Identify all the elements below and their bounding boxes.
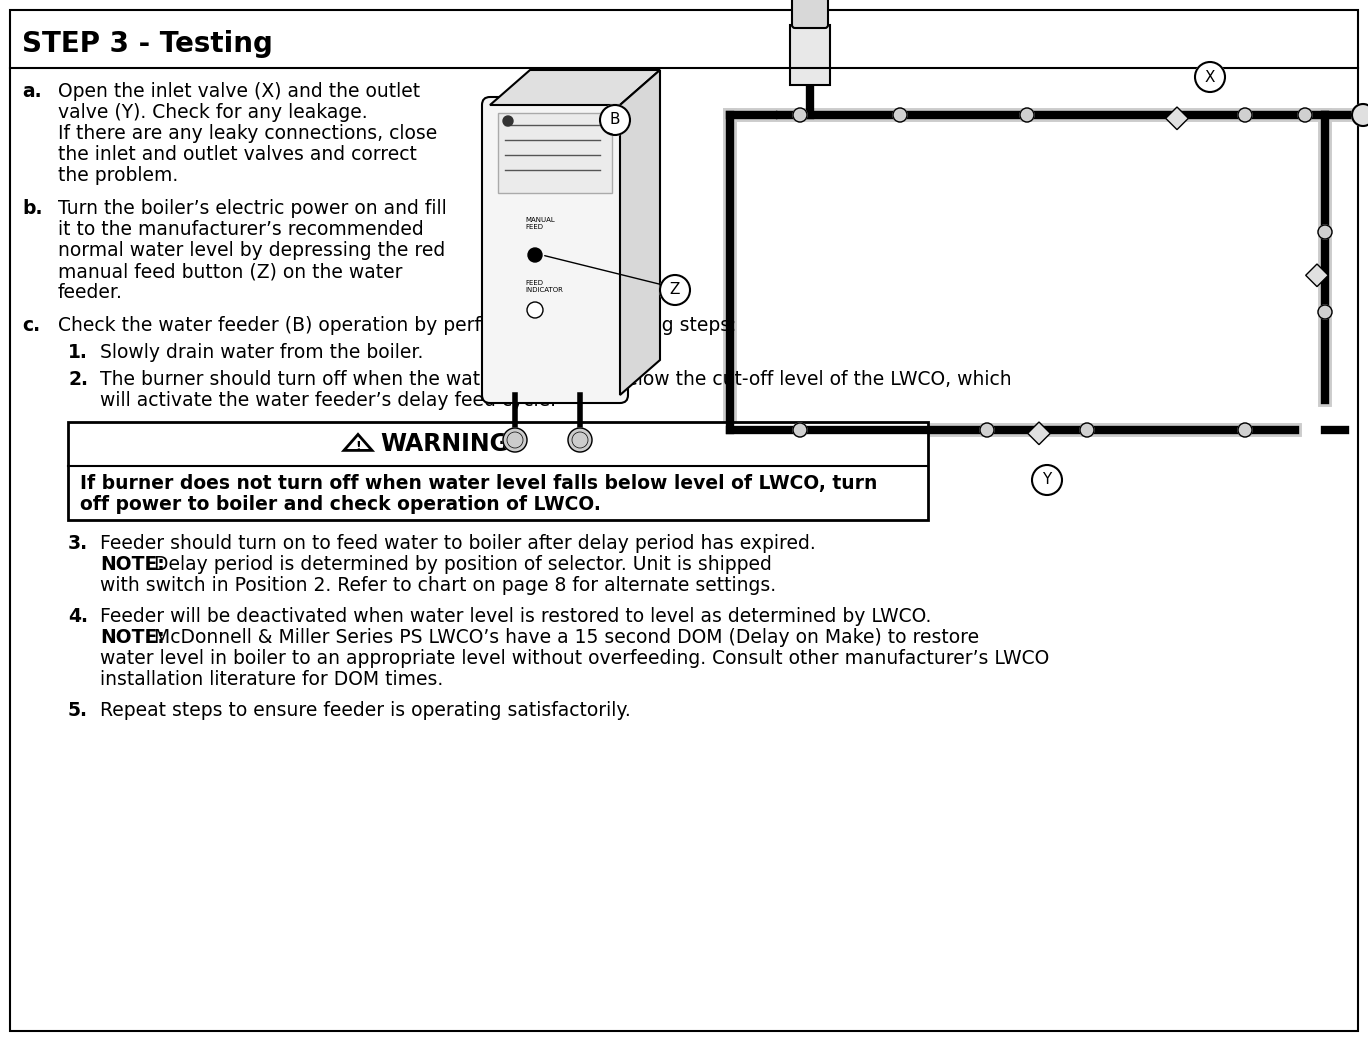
Text: Slowly drain water from the boiler.: Slowly drain water from the boiler. bbox=[100, 342, 423, 362]
Circle shape bbox=[1238, 108, 1252, 122]
Text: McDonnell & Miller Series PS LWCO’s have a 15 second DOM (Delay on Make) to rest: McDonnell & Miller Series PS LWCO’s have… bbox=[148, 628, 979, 648]
Circle shape bbox=[1079, 423, 1094, 437]
Text: Y: Y bbox=[1042, 473, 1052, 487]
Text: the problem.: the problem. bbox=[57, 166, 178, 185]
Circle shape bbox=[893, 108, 907, 122]
Circle shape bbox=[503, 428, 527, 452]
Text: Repeat steps to ensure feeder is operating satisfactorily.: Repeat steps to ensure feeder is operati… bbox=[100, 701, 631, 720]
Text: valve (Y). Check for any leakage.: valve (Y). Check for any leakage. bbox=[57, 103, 368, 122]
Text: Open the inlet valve (X) and the outlet: Open the inlet valve (X) and the outlet bbox=[57, 82, 420, 101]
Polygon shape bbox=[620, 70, 659, 395]
Text: X: X bbox=[1205, 70, 1215, 84]
Text: Z: Z bbox=[670, 282, 680, 298]
Text: a.: a. bbox=[22, 82, 41, 101]
Text: Feeder should turn on to feed water to boiler after delay period has expired.: Feeder should turn on to feed water to b… bbox=[100, 534, 815, 553]
Circle shape bbox=[528, 248, 542, 262]
Bar bbox=[68, 422, 928, 520]
Text: it to the manufacturer’s recommended: it to the manufacturer’s recommended bbox=[57, 220, 424, 239]
Text: Feeder will be deactivated when water level is restored to level as determined b: Feeder will be deactivated when water le… bbox=[100, 607, 932, 626]
Circle shape bbox=[1317, 225, 1332, 239]
Text: If burner does not turn off when water level falls below level of LWCO, turn: If burner does not turn off when water l… bbox=[79, 474, 877, 493]
Text: Delay period is determined by position of selector. Unit is shipped: Delay period is determined by position o… bbox=[148, 555, 772, 574]
Circle shape bbox=[1352, 104, 1368, 126]
Text: will activate the water feeder’s delay feed cycle.: will activate the water feeder’s delay f… bbox=[100, 391, 555, 410]
Text: !: ! bbox=[356, 439, 361, 453]
Circle shape bbox=[568, 428, 592, 452]
Circle shape bbox=[1298, 108, 1312, 122]
Circle shape bbox=[1021, 108, 1034, 122]
Text: If there are any leaky connections, close: If there are any leaky connections, clos… bbox=[57, 124, 438, 143]
Text: 5.: 5. bbox=[68, 701, 88, 720]
Circle shape bbox=[1031, 465, 1062, 496]
Polygon shape bbox=[490, 70, 659, 105]
Bar bbox=[1027, 422, 1051, 445]
Text: b.: b. bbox=[22, 199, 42, 218]
Text: NOTE:: NOTE: bbox=[100, 555, 164, 574]
Text: off power to boiler and check operation of LWCO.: off power to boiler and check operation … bbox=[79, 496, 601, 514]
Text: STEP 3 - Testing: STEP 3 - Testing bbox=[22, 30, 272, 58]
Text: c.: c. bbox=[22, 316, 40, 335]
Text: WARNING: WARNING bbox=[380, 432, 509, 456]
Circle shape bbox=[601, 105, 631, 135]
Text: 2.: 2. bbox=[68, 370, 88, 389]
Text: manual feed button (Z) on the water: manual feed button (Z) on the water bbox=[57, 262, 402, 281]
Bar bbox=[1166, 107, 1189, 130]
Circle shape bbox=[793, 108, 807, 122]
Text: water level in boiler to an appropriate level without overfeeding. Consult other: water level in boiler to an appropriate … bbox=[100, 649, 1049, 668]
Circle shape bbox=[1317, 305, 1332, 319]
Text: Turn the boiler’s electric power on and fill: Turn the boiler’s electric power on and … bbox=[57, 199, 447, 218]
Bar bbox=[498, 113, 611, 193]
Circle shape bbox=[1238, 423, 1252, 437]
Circle shape bbox=[527, 302, 543, 318]
Text: 3.: 3. bbox=[68, 534, 88, 553]
Circle shape bbox=[979, 423, 995, 437]
Text: feeder.: feeder. bbox=[57, 283, 123, 302]
Text: the inlet and outlet valves and correct: the inlet and outlet valves and correct bbox=[57, 145, 417, 164]
Text: The burner should turn off when the water level drops below the cut-off level of: The burner should turn off when the wate… bbox=[100, 370, 1011, 389]
Text: installation literature for DOM times.: installation literature for DOM times. bbox=[100, 670, 443, 689]
Text: 4.: 4. bbox=[68, 607, 88, 626]
Circle shape bbox=[793, 423, 807, 437]
Text: normal water level by depressing the red: normal water level by depressing the red bbox=[57, 242, 445, 260]
Text: Check the water feeder (B) operation by performing the following steps:: Check the water feeder (B) operation by … bbox=[57, 316, 736, 335]
Text: 1.: 1. bbox=[68, 342, 88, 362]
Text: FEED
INDICATOR: FEED INDICATOR bbox=[525, 280, 562, 293]
Text: with switch in Position 2. Refer to chart on page 8 for alternate settings.: with switch in Position 2. Refer to char… bbox=[100, 576, 776, 595]
FancyBboxPatch shape bbox=[482, 97, 628, 403]
Circle shape bbox=[1196, 62, 1224, 92]
Bar bbox=[1305, 264, 1328, 286]
FancyBboxPatch shape bbox=[792, 0, 828, 28]
Text: MANUAL
FEED: MANUAL FEED bbox=[525, 217, 555, 230]
Text: NOTE:: NOTE: bbox=[100, 628, 164, 648]
Bar bbox=[789, 25, 830, 85]
Circle shape bbox=[503, 116, 513, 126]
Circle shape bbox=[659, 275, 689, 305]
Text: B: B bbox=[610, 112, 620, 127]
